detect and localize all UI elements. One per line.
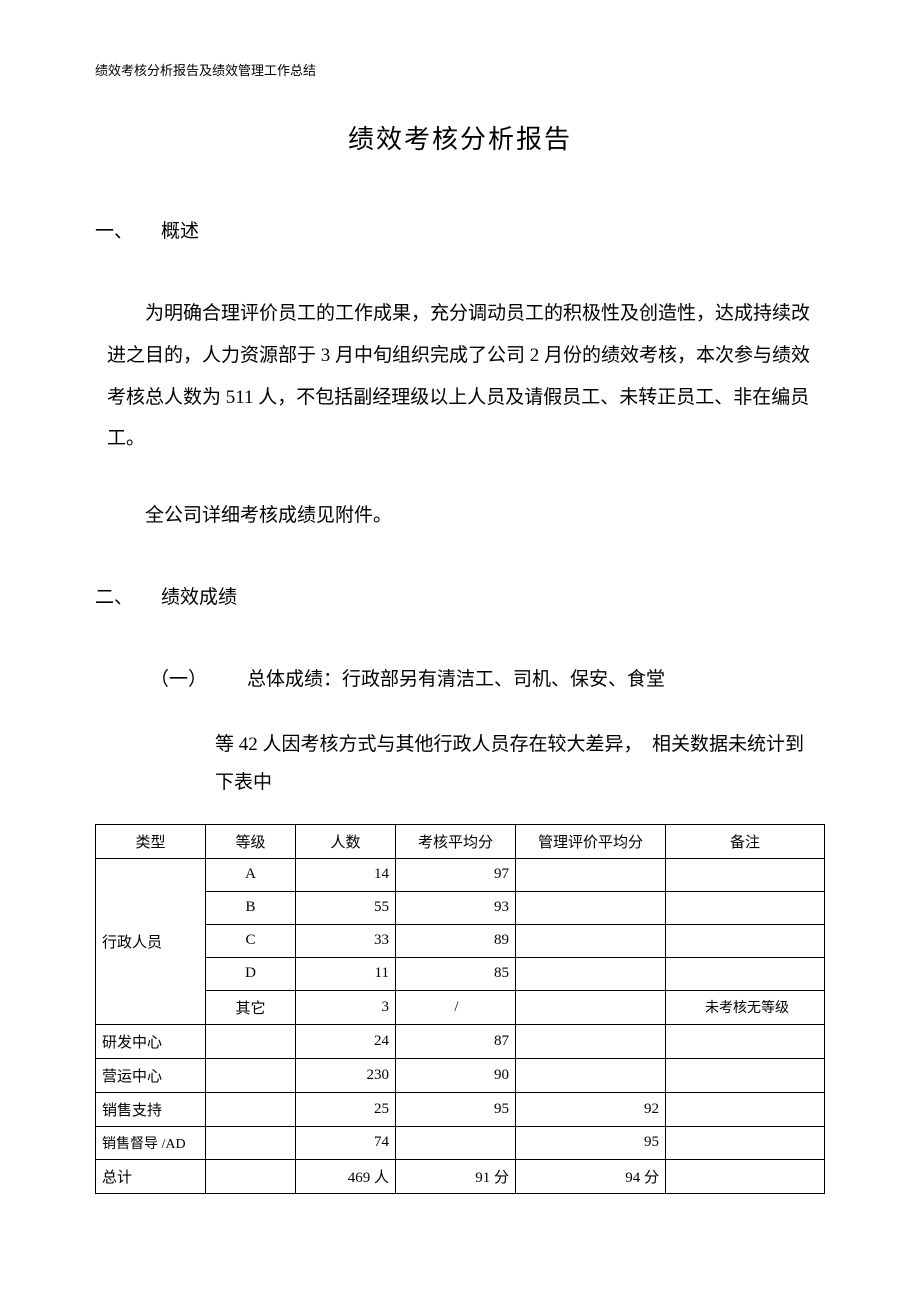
cell-score: 90	[396, 1058, 516, 1092]
table-header-row: 类型 等级 人数 考核平均分 管理评价平均分 备注	[96, 824, 825, 858]
sub-item-1-continue: 等 42 人因考核方式与其他行政人员存在较大差异， 相关数据未统计到下表中	[215, 726, 820, 802]
cell-note	[666, 891, 825, 924]
cell-note	[666, 1159, 825, 1193]
cell-grade: C	[206, 924, 296, 957]
th-grade: 等级	[206, 824, 296, 858]
cell-score: 87	[396, 1024, 516, 1058]
cell-count: 25	[296, 1092, 396, 1126]
section-1-label: 概述	[161, 221, 199, 242]
cell-type: 销售督导 /AD	[96, 1126, 206, 1159]
cell-note	[666, 1024, 825, 1058]
cell-grade: A	[206, 858, 296, 891]
cell-score: /	[396, 990, 516, 1024]
section-2-heading: 二、 绩效成绩	[95, 582, 825, 609]
cell-score: 97	[396, 858, 516, 891]
table-row: 行政人员 A 14 97	[96, 858, 825, 891]
cell-note: 未考核无等级	[666, 990, 825, 1024]
cell-count: 24	[296, 1024, 396, 1058]
cell-note	[666, 1058, 825, 1092]
cell-admin-label: 行政人员	[96, 858, 206, 1024]
table-row: 营运中心 230 90	[96, 1058, 825, 1092]
table-row: 销售督导 /AD 74 95	[96, 1126, 825, 1159]
cell-mgmt	[516, 957, 666, 990]
cell-score: 85	[396, 957, 516, 990]
cell-grade	[206, 1092, 296, 1126]
cell-grade: B	[206, 891, 296, 924]
table-row: B 55 93	[96, 891, 825, 924]
cell-type: 销售支持	[96, 1092, 206, 1126]
results-table: 类型 等级 人数 考核平均分 管理评价平均分 备注 行政人员 A 14 97 B…	[95, 824, 825, 1194]
cell-score: 91 分	[396, 1159, 516, 1193]
cell-type: 总计	[96, 1159, 206, 1193]
cell-mgmt	[516, 858, 666, 891]
th-note: 备注	[666, 824, 825, 858]
cell-score: 89	[396, 924, 516, 957]
cell-score: 95	[396, 1092, 516, 1126]
cell-mgmt	[516, 990, 666, 1024]
paragraph-1: 为明确合理评价员工的工作成果，充分调动员工的积极性及创造性，达成持续改进之目的，…	[107, 293, 820, 460]
section-2-num: 二、	[95, 582, 133, 609]
cell-count: 230	[296, 1058, 396, 1092]
section-1-num: 一、	[95, 216, 133, 243]
th-count: 人数	[296, 824, 396, 858]
cell-mgmt: 94 分	[516, 1159, 666, 1193]
th-score: 考核平均分	[396, 824, 516, 858]
cell-note	[666, 957, 825, 990]
cell-count: 469 人	[296, 1159, 396, 1193]
table-row: C 33 89	[96, 924, 825, 957]
cell-mgmt	[516, 924, 666, 957]
cell-type: 研发中心	[96, 1024, 206, 1058]
cell-note	[666, 1126, 825, 1159]
cell-mgmt	[516, 1058, 666, 1092]
cell-grade	[206, 1126, 296, 1159]
cell-count: 11	[296, 957, 396, 990]
table-summary-row: 总计 469 人 91 分 94 分	[96, 1159, 825, 1193]
cell-note	[666, 1092, 825, 1126]
cell-score: 93	[396, 891, 516, 924]
table-row: 其它 3 / 未考核无等级	[96, 990, 825, 1024]
table-row: 研发中心 24 87	[96, 1024, 825, 1058]
cell-grade	[206, 1159, 296, 1193]
cell-mgmt	[516, 1024, 666, 1058]
table-row: D 11 85	[96, 957, 825, 990]
cell-grade	[206, 1024, 296, 1058]
cell-type: 营运中心	[96, 1058, 206, 1092]
sub-item-1-num: （一）	[150, 659, 207, 701]
cell-mgmt: 92	[516, 1092, 666, 1126]
sub-item-1-line1: 总体成绩：行政部另有清洁工、司机、保安、食堂	[247, 669, 665, 690]
cell-mgmt	[516, 891, 666, 924]
cell-score	[396, 1126, 516, 1159]
th-mgmt: 管理评价平均分	[516, 824, 666, 858]
cell-count: 55	[296, 891, 396, 924]
cell-grade: D	[206, 957, 296, 990]
header-note: 绩效考核分析报告及绩效管理工作总结	[95, 60, 825, 79]
cell-count: 14	[296, 858, 396, 891]
cell-count: 3	[296, 990, 396, 1024]
cell-note	[666, 858, 825, 891]
th-type: 类型	[96, 824, 206, 858]
page-title: 绩效考核分析报告	[95, 119, 825, 156]
table-row: 销售支持 25 95 92	[96, 1092, 825, 1126]
section-2-label: 绩效成绩	[161, 587, 237, 608]
cell-count: 33	[296, 924, 396, 957]
sub-item-1: （一） 总体成绩：行政部另有清洁工、司机、保安、食堂	[150, 659, 820, 701]
cell-grade	[206, 1058, 296, 1092]
paragraph-2: 全公司详细考核成绩见附件。	[107, 495, 825, 537]
cell-note	[666, 924, 825, 957]
section-1-heading: 一、 概述	[95, 216, 825, 243]
cell-grade: 其它	[206, 990, 296, 1024]
cell-count: 74	[296, 1126, 396, 1159]
cell-mgmt: 95	[516, 1126, 666, 1159]
